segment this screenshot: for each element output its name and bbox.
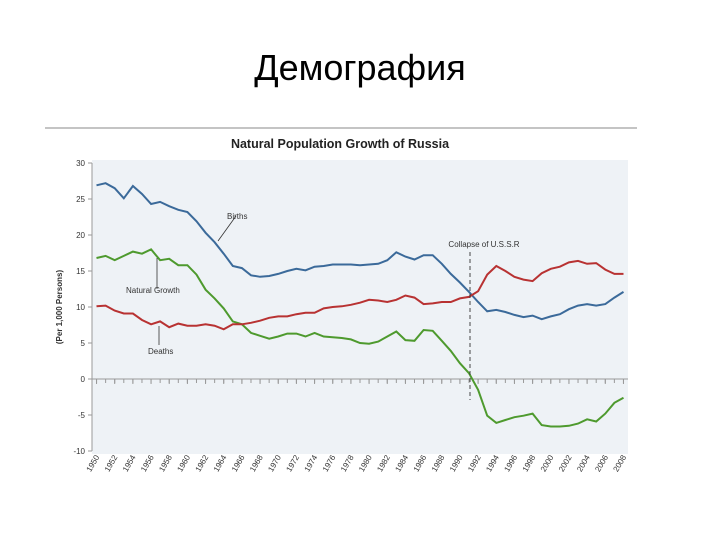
slide-title: Демография bbox=[254, 47, 466, 88]
y-tick-label: -5 bbox=[78, 411, 86, 420]
x-tick-label: 1958 bbox=[157, 453, 174, 473]
y-tick-label: -10 bbox=[73, 447, 85, 456]
x-tick-label: 1960 bbox=[175, 453, 192, 473]
x-tick-label: 2002 bbox=[557, 453, 574, 473]
series-line bbox=[96, 259, 624, 331]
y-tick-label: 30 bbox=[76, 159, 85, 168]
x-tick-label: 1956 bbox=[139, 453, 156, 473]
x-tick-label: 1950 bbox=[85, 453, 102, 473]
chart-title: Natural Population Growth of Russia bbox=[231, 137, 450, 151]
y-tick-label: 10 bbox=[76, 303, 85, 312]
series-label: Births bbox=[227, 212, 247, 221]
x-tick-label: 1964 bbox=[212, 453, 229, 473]
y-tick-label: 15 bbox=[76, 267, 85, 276]
x-tick-label: 1990 bbox=[448, 453, 465, 473]
x-tick-label: 2008 bbox=[611, 453, 628, 473]
x-tick-label: 2004 bbox=[575, 453, 592, 473]
x-tick-label: 1962 bbox=[194, 453, 211, 473]
series-label: Natural Growth bbox=[126, 286, 180, 295]
x-tick-label: 1966 bbox=[230, 453, 247, 473]
x-tick-label: 1996 bbox=[502, 453, 519, 473]
label-leader bbox=[217, 215, 237, 242]
series-line bbox=[96, 248, 624, 428]
annotation: Collapse of U.S.S.R bbox=[448, 240, 519, 249]
x-tick-label: 1992 bbox=[466, 453, 483, 473]
x-tick-label: 1994 bbox=[484, 453, 501, 473]
x-tick-label: 1988 bbox=[430, 453, 447, 473]
x-tick-label: 1970 bbox=[266, 453, 283, 473]
series-line bbox=[96, 182, 625, 321]
x-tick-label: 1972 bbox=[284, 453, 301, 473]
x-tick-label: 1980 bbox=[357, 453, 374, 473]
y-tick-label: 0 bbox=[81, 375, 86, 384]
x-tick-label: 1974 bbox=[303, 453, 320, 473]
y-tick-label: 5 bbox=[81, 339, 86, 348]
y-tick-label: 25 bbox=[76, 195, 85, 204]
x-tick-label: 1952 bbox=[103, 453, 120, 473]
x-tick-label: 2000 bbox=[539, 453, 556, 473]
plot-area bbox=[92, 160, 628, 454]
x-tick-label: 1954 bbox=[121, 453, 138, 473]
x-tick-label: 1982 bbox=[375, 453, 392, 473]
x-tick-label: 1986 bbox=[412, 453, 429, 473]
x-tick-label: 1976 bbox=[321, 453, 338, 473]
y-tick-label: 20 bbox=[76, 231, 85, 240]
y-axis-label: (Per 1,000 Persons) bbox=[55, 270, 64, 345]
series-label: Deaths bbox=[148, 347, 173, 356]
x-tick-label: 1984 bbox=[393, 453, 410, 473]
x-tick-label: 1968 bbox=[248, 453, 265, 473]
x-tick-label: 1978 bbox=[339, 453, 356, 473]
x-tick-label: 1998 bbox=[521, 453, 538, 473]
x-tick-label: 2006 bbox=[593, 453, 610, 473]
